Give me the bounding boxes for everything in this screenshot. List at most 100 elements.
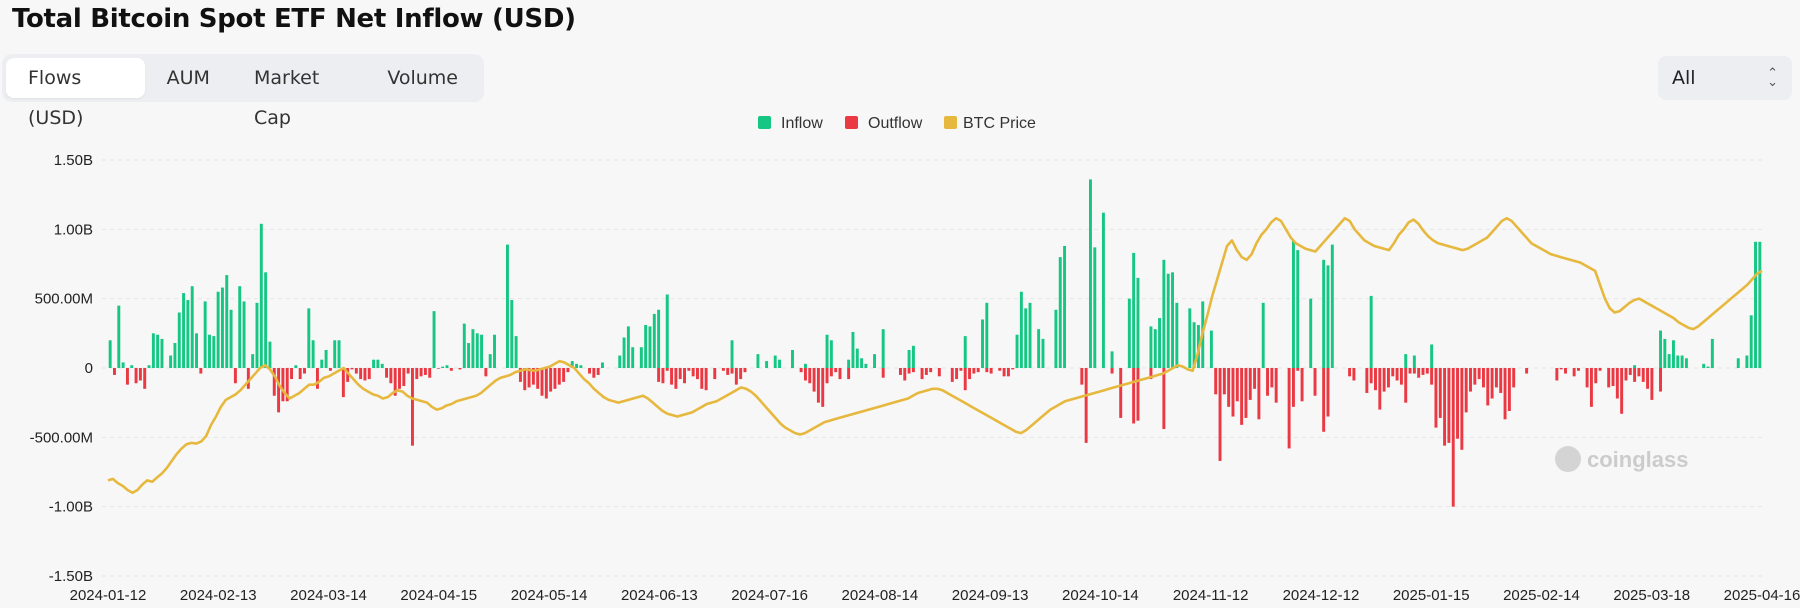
inflow-bar[interactable] [1175,302,1179,368]
outflow-bar[interactable] [721,368,725,371]
outflow-bar[interactable] [540,368,544,396]
outflow-bar[interactable] [808,368,812,384]
outflow-bar[interactable] [143,368,147,389]
outflow-bar[interactable] [1136,368,1140,421]
outflow-bar[interactable] [687,368,691,371]
inflow-bar[interactable] [462,323,466,368]
outflow-bar[interactable] [1227,368,1231,407]
inflow-bar[interactable] [1710,338,1714,368]
outflow-bar[interactable] [816,368,820,403]
inflow-bar[interactable] [173,343,177,368]
inflow-bar[interactable] [1054,309,1058,368]
inflow-bar[interactable] [1093,247,1097,368]
outflow-bar[interactable] [1620,368,1624,414]
outflow-bar[interactable] [959,368,963,371]
outflow-bar[interactable] [536,368,540,389]
inflow-bar[interactable] [1680,355,1684,368]
inflow-bar[interactable] [907,349,911,368]
outflow-bar[interactable] [1218,368,1222,461]
inflow-bar[interactable] [1684,358,1688,368]
inflow-bar[interactable] [514,336,518,368]
outflow-bar[interactable] [281,368,285,402]
inflow-bar[interactable] [216,291,220,368]
inflow-bar[interactable] [212,336,216,368]
inflow-bar[interactable] [1101,212,1105,368]
outflow-bar[interactable] [406,368,410,374]
outflow-bar[interactable] [1456,368,1460,439]
inflow-bar[interactable] [1672,340,1675,368]
inflow-bar[interactable] [1326,265,1330,368]
outflow-bar[interactable] [1594,368,1598,384]
outflow-bar[interactable] [821,368,825,407]
inflow-bar[interactable] [441,366,445,368]
outflow-bar[interactable] [1572,368,1576,377]
outflow-bar[interactable] [1244,368,1248,418]
inflow-bar[interactable] [1322,259,1326,368]
tab-market-cap[interactable]: Market Cap [253,67,320,129]
inflow-bar[interactable] [570,361,574,368]
inflow-bar[interactable] [182,293,186,368]
inflow-bar[interactable] [294,365,298,368]
outflow-bar[interactable] [665,368,669,371]
inflow-bar[interactable] [467,343,471,368]
inflow-bar[interactable] [225,275,229,368]
outflow-bar[interactable] [1162,368,1166,430]
outflow-bar[interactable] [1443,368,1447,446]
inflow-bar[interactable] [1369,295,1373,368]
inflow-bar[interactable] [652,313,656,368]
outflow-bar[interactable] [436,368,440,369]
outflow-bar[interactable] [346,368,350,382]
outflow-bar[interactable] [1404,368,1408,403]
outflow-bar[interactable] [1080,368,1084,385]
inflow-bar[interactable] [151,333,155,368]
inflow-bar[interactable] [1166,273,1170,368]
outflow-bar[interactable] [1473,368,1477,385]
outflow-bar[interactable] [1378,368,1382,410]
inflow-bar[interactable] [493,334,496,368]
inflow-bar[interactable] [1171,272,1174,368]
outflow-bar[interactable] [549,368,553,392]
outflow-bar[interactable] [704,368,708,391]
outflow-bar[interactable] [670,368,674,385]
outflow-bar[interactable] [1382,368,1386,392]
outflow-bar[interactable] [1589,368,1593,407]
inflow-bar[interactable] [1749,315,1753,368]
outflow-bar[interactable] [907,368,911,374]
outflow-bar[interactable] [825,368,829,384]
inflow-bar[interactable] [1330,244,1334,368]
inflow-bar[interactable] [320,359,324,368]
outflow-bar[interactable] [1110,368,1114,374]
inflow-bar[interactable] [1745,355,1749,368]
inflow-bar[interactable] [778,359,781,368]
inflow-bar[interactable] [1676,355,1680,368]
outflow-bar[interactable] [1149,368,1153,380]
outflow-bar[interactable] [812,368,816,392]
inflow-bar[interactable] [337,340,341,368]
inflow-bar[interactable] [208,334,211,368]
inflow-bar[interactable] [847,359,851,368]
outflow-bar[interactable] [557,368,561,385]
outflow-bar[interactable] [363,368,367,381]
inflow-bar[interactable] [1149,326,1153,368]
inflow-bar[interactable] [963,336,967,368]
inflow-bar[interactable] [873,354,877,368]
inflow-bar[interactable] [238,286,242,368]
outflow-bar[interactable] [285,368,289,402]
outflow-bar[interactable] [1006,368,1010,377]
outflow-bar[interactable] [1451,368,1455,507]
inflow-bar[interactable] [626,326,630,368]
inflow-bar[interactable] [475,333,479,368]
outflow-bar[interactable] [415,368,419,380]
inflow-bar[interactable] [855,348,859,368]
outflow-bar[interactable] [726,368,730,375]
outflow-bar[interactable] [834,368,838,373]
outflow-bar[interactable] [1235,368,1239,402]
inflow-bar[interactable] [1702,363,1706,368]
inflow-bar[interactable] [333,340,337,368]
outflow-bar[interactable] [423,368,427,375]
outflow-bar[interactable] [691,368,695,377]
outflow-bar[interactable] [138,368,142,381]
outflow-bar[interactable] [950,368,954,382]
outflow-bar[interactable] [713,368,717,380]
inflow-bar[interactable] [851,331,855,368]
